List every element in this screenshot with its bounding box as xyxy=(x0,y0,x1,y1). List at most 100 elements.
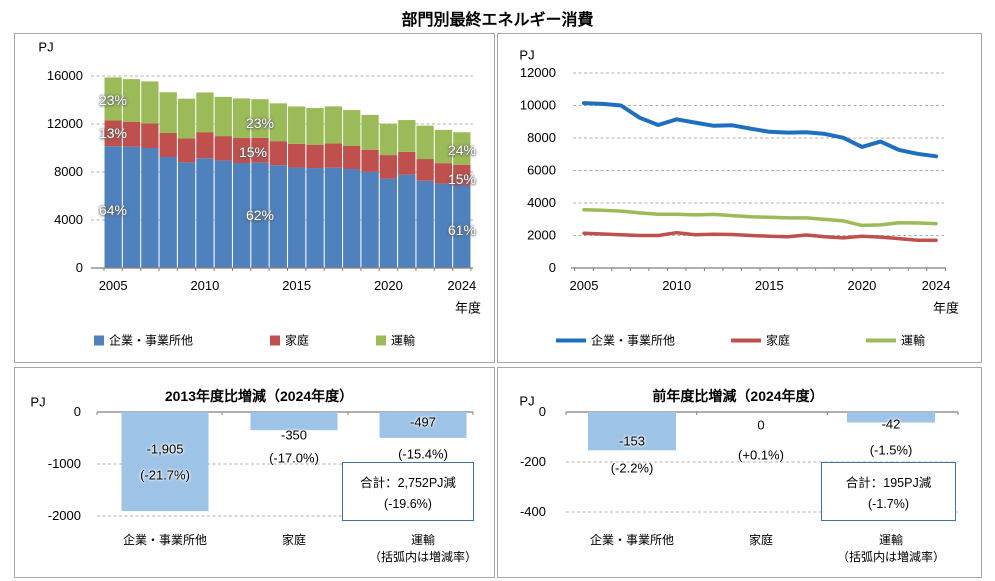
bar-segment-2019 xyxy=(361,149,379,172)
chart-title-change-vs-2013: 2013年度比増減（2024年度） xyxy=(164,388,354,404)
axis-tick-label: 0 xyxy=(76,260,83,275)
bar-segment-2021 xyxy=(398,174,416,268)
bar-segment-2023 xyxy=(434,129,453,164)
bar-segment-2006 xyxy=(122,79,141,122)
axis-tick-label: 10000 xyxy=(520,98,556,113)
bar-segment-2005 xyxy=(104,120,122,147)
bar-segment-2018 xyxy=(343,145,361,169)
rate-label-household: (-17.0%) xyxy=(269,450,319,466)
category-label-corporate: 企業・事業所他 xyxy=(589,533,675,547)
bar-segment-2011 xyxy=(214,96,232,137)
legend-label-corporate: 企業・事業所他 xyxy=(109,333,194,348)
axis-tick-label: 2005 xyxy=(99,278,128,293)
value-label-transport: -42 xyxy=(881,416,901,432)
category-label-household: 家庭 xyxy=(281,533,307,547)
bar-segment-2015 xyxy=(288,106,306,144)
stacked-bar-chart-canvas: 0 4000 8000 12000 16000 2005 2010 2015 2020 2024 xyxy=(47,68,476,293)
delta-bar-2 xyxy=(847,412,935,423)
rate-label-corporate: (-2.2%) xyxy=(610,460,654,476)
axis-tick-label: 8000 xyxy=(527,130,556,145)
bar-segment-2024 xyxy=(453,132,471,165)
value-label-corporate: -1,905 xyxy=(146,441,184,457)
bar-segment-2020 xyxy=(379,178,398,268)
bar-segment-2013 xyxy=(251,137,269,163)
transport-legend-swatch-icon xyxy=(376,335,386,345)
bar-segment-2006 xyxy=(122,121,141,147)
axis-tick-label: -200 xyxy=(520,454,546,469)
bar-segment-2010 xyxy=(196,132,214,159)
delta-bar-1 xyxy=(250,412,338,431)
line-chart-canvas: 0 2000 4000 6000 8000 10000 12000 2005 2010 2015 2… xyxy=(520,65,951,293)
bar-segment-2023 xyxy=(434,163,453,184)
axis-tick-label: 2024 xyxy=(922,278,951,293)
category-footnote: （括弧内は増減率） xyxy=(368,550,478,564)
rate-label-transport: (-15.4%) xyxy=(398,446,448,462)
bar-segment-2011 xyxy=(214,136,232,161)
category-label-corporate: 企業・事業所他 xyxy=(122,533,208,547)
share-label-2005-household: 13% xyxy=(98,125,128,141)
bar-segment-2016 xyxy=(306,145,324,169)
share-label-2013-corporate: 62% xyxy=(245,207,275,223)
bar-segment-2006 xyxy=(122,146,141,268)
bar-segment-2005 xyxy=(104,77,122,121)
category-label-transport: 運輸 xyxy=(878,533,904,547)
legend-item-transport: 運輸 xyxy=(866,332,925,349)
axis-tick-label: 2015 xyxy=(282,278,311,293)
axis-tick-label: 12000 xyxy=(520,65,556,80)
axis-tick-label: 8000 xyxy=(54,164,83,179)
axis-tick-label: 0 xyxy=(74,404,81,419)
share-label-2013-transport: 23% xyxy=(245,115,275,131)
share-label-2013-household: 15% xyxy=(238,144,268,160)
value-label-corporate: -153 xyxy=(618,433,646,449)
legend-item-household: 家庭 xyxy=(270,332,309,349)
axis-tick-label: 0 xyxy=(549,260,556,275)
line-series-0 xyxy=(582,101,939,159)
delta-bar-0 xyxy=(588,412,676,451)
total-note-line2: (-19.6%) xyxy=(384,497,432,511)
legend-label-household: 家庭 xyxy=(285,333,310,348)
bar-segment-2007 xyxy=(141,123,159,148)
axis-tick-label: -2000 xyxy=(48,508,81,523)
total-note-line1: 合計：195PJ減 xyxy=(845,476,932,490)
bar-segment-2019 xyxy=(361,171,379,268)
bar-segment-2024 xyxy=(453,185,471,268)
legend-label-transport: 運輸 xyxy=(391,333,416,348)
legend-item-corporate: 企業・事業所他 xyxy=(556,332,675,349)
axis-tick-label: 4000 xyxy=(54,212,83,227)
value-label-household: -350 xyxy=(280,427,308,443)
axis-tick-label: 12000 xyxy=(47,116,83,131)
bar-segment-2008 xyxy=(159,157,177,268)
bar-segment-2009 xyxy=(177,98,196,139)
value-label-household: 0 xyxy=(757,417,765,433)
axis-tick-label: 16000 xyxy=(47,68,83,83)
bar-segment-2022 xyxy=(416,125,434,160)
chart-title-change-vs-prev-year: 前年度比増減（2024年度） xyxy=(652,388,824,404)
bar-segment-2012 xyxy=(232,98,251,139)
legend-label-corporate: 企業・事業所他 xyxy=(591,333,676,348)
y-axis-unit-label: PJ xyxy=(519,393,535,409)
share-label-2024-household: 15% xyxy=(447,171,477,187)
corporate-legend-line-icon xyxy=(556,338,586,342)
delta-bar-0 xyxy=(121,412,209,512)
legend-item-household: 家庭 xyxy=(731,332,790,349)
x-axis-title: 年度 xyxy=(454,300,482,316)
corporate-legend-swatch-icon xyxy=(94,335,104,345)
category-label-household: 家庭 xyxy=(748,533,774,547)
axis-tick-label: 2015 xyxy=(755,278,784,293)
axis-tick-label: -1000 xyxy=(48,456,81,471)
share-label-2024-corporate: 61% xyxy=(447,222,477,238)
y-axis-unit-label: PJ xyxy=(30,394,46,410)
bar-segment-2007 xyxy=(141,81,159,124)
household-legend-swatch-icon xyxy=(270,335,280,345)
bar-segment-2018 xyxy=(343,110,361,146)
bar-segment-2013 xyxy=(251,99,269,138)
legend-label-transport: 運輸 xyxy=(901,333,926,348)
legend-label-household: 家庭 xyxy=(766,333,791,348)
bar-segment-2022 xyxy=(416,159,434,181)
bar-segment-2023 xyxy=(434,183,453,268)
total-note-line1: 合計：2,752PJ減 xyxy=(360,476,456,490)
value-label-transport: -497 xyxy=(409,414,437,430)
stacked-bars xyxy=(104,77,471,268)
change-vs-2013-canvas: 0 -1000 -2000 xyxy=(48,404,474,523)
axis-tick-label: 2010 xyxy=(190,278,219,293)
